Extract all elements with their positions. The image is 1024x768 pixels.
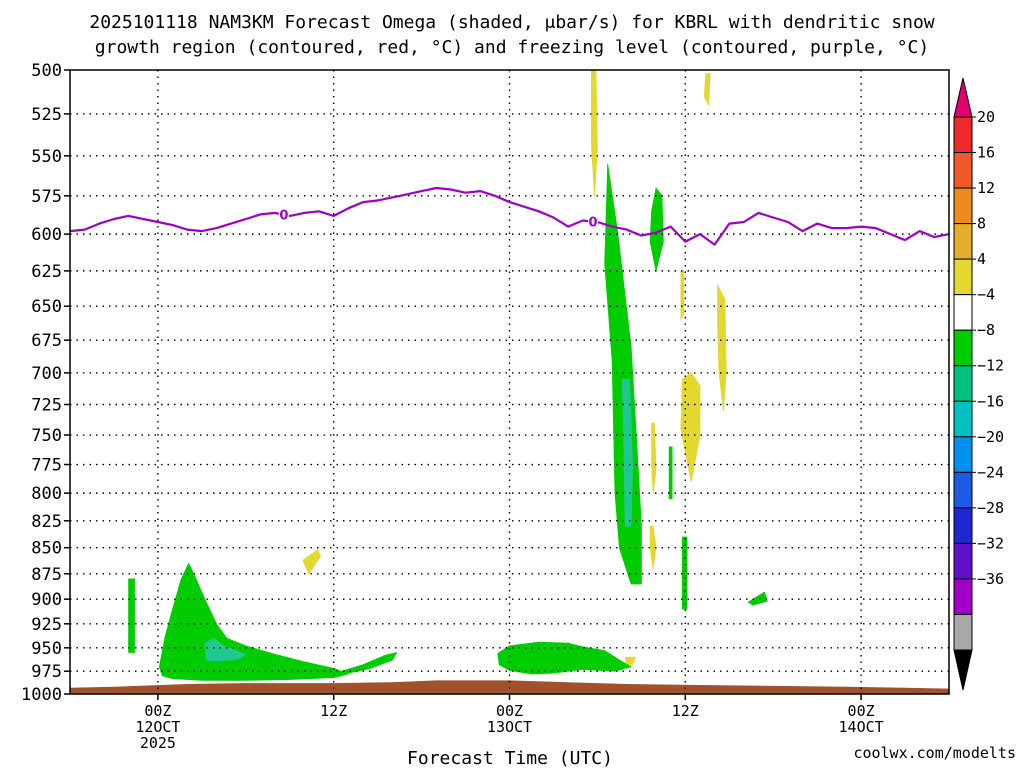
colorbar-swatch xyxy=(953,223,973,260)
freezing-level-label: 0 xyxy=(588,216,597,231)
omega-shading-layer xyxy=(128,69,768,681)
omega-region-3 xyxy=(497,641,632,675)
omega-region-6 xyxy=(668,446,673,500)
y-tick-label: 700 xyxy=(31,364,62,384)
y-tick-label: 800 xyxy=(31,484,62,504)
omega-region-17 xyxy=(649,525,657,569)
x-tick-label: 12Z xyxy=(672,702,699,720)
y-tick-label: 925 xyxy=(31,615,62,635)
y-tick-label: 975 xyxy=(31,662,62,682)
omega-region-13 xyxy=(680,270,685,321)
omega-region-10 xyxy=(621,378,633,527)
omega-region-18 xyxy=(302,549,321,575)
x-tick-label: 12OCT xyxy=(135,718,180,736)
y-tick-label: 500 xyxy=(31,61,62,81)
x-tick-label: 00Z xyxy=(496,702,523,720)
y-tick-label: 850 xyxy=(31,539,62,559)
colorbar-label: 4 xyxy=(977,250,986,268)
omega-region-8 xyxy=(747,591,768,606)
omega-region-16 xyxy=(651,422,657,494)
freezing-level-label: 0 xyxy=(279,209,288,224)
colorbar-top-arrow xyxy=(953,77,973,118)
freezing-label-bg xyxy=(588,214,599,229)
y-axis: 500 525 550 575 600 625 650 675 700 725 750 775 800 8… xyxy=(21,61,70,705)
y-tick-label: 525 xyxy=(31,105,62,125)
x-axis-label: Forecast Time (UTC) xyxy=(407,748,613,768)
colorbar: 20 16 12 8 4 −4 −8 −12 −16 −20 −24 −28 −32 −36 xyxy=(953,77,1004,691)
freezing-level-line xyxy=(69,186,950,246)
colorbar-swatch xyxy=(953,365,973,402)
colorbar-swatch xyxy=(953,471,973,509)
colorbar-bottom-arrow xyxy=(953,649,973,691)
credit-text: coolwx.com/modelts xyxy=(853,744,1016,762)
y-tick-label: 625 xyxy=(31,262,62,282)
y-tick-label: 550 xyxy=(31,147,62,167)
colorbar-label: −20 xyxy=(977,428,1004,446)
colorbar-swatch xyxy=(953,578,973,615)
chart-title-line1: 2025101118 NAM3KM Forecast Omega (shaded… xyxy=(89,12,934,33)
y-tick-label: 900 xyxy=(31,590,62,610)
y-tick-label: 750 xyxy=(31,426,62,446)
colorbar-label: 20 xyxy=(977,108,995,126)
colorbar-swatch xyxy=(953,507,973,544)
x-tick-label: 12Z xyxy=(320,702,347,720)
omega-region-12 xyxy=(703,73,711,106)
x-tick-label: 13OCT xyxy=(487,718,532,736)
freezing-label-bg xyxy=(278,207,289,222)
y-tick-label: 650 xyxy=(31,297,62,317)
x-tick-label: 00Z xyxy=(144,702,171,720)
colorbar-swatch xyxy=(953,152,973,189)
colorbar-label: −16 xyxy=(977,392,1004,410)
colorbar-swatch xyxy=(953,258,973,296)
colorbar-label: −28 xyxy=(977,499,1004,517)
colorbar-label: −32 xyxy=(977,534,1004,552)
colorbar-label: 8 xyxy=(977,215,986,233)
colorbar-label: −36 xyxy=(977,570,1004,588)
omega-region-15 xyxy=(680,372,701,483)
colorbar-swatch xyxy=(953,613,973,651)
omega-region-14 xyxy=(717,284,727,412)
colorbar-swatch xyxy=(953,294,973,331)
y-tick-label: 775 xyxy=(31,456,62,476)
terrain-layer xyxy=(70,680,949,694)
y-tick-label: 1000 xyxy=(21,685,62,705)
y-tick-label: 575 xyxy=(31,187,62,207)
colorbar-swatch xyxy=(953,436,973,473)
y-tick-label: 600 xyxy=(31,225,62,245)
terrain-shading xyxy=(70,680,949,694)
x-tick-label: 2025 xyxy=(140,734,176,752)
grid-layer xyxy=(70,70,949,694)
colorbar-label: −24 xyxy=(977,463,1004,481)
omega-region-2 xyxy=(334,652,398,674)
colorbar-swatch xyxy=(953,116,973,154)
omega-region-9 xyxy=(204,637,247,662)
omega-region-7 xyxy=(682,536,688,610)
x-tick-label: 00Z xyxy=(848,702,875,720)
colorbar-swatch xyxy=(953,187,973,225)
y-tick-label: 875 xyxy=(31,565,62,585)
colorbar-swatch xyxy=(953,329,973,367)
colorbar-label: 16 xyxy=(977,144,995,162)
colorbar-label: −12 xyxy=(977,357,1004,375)
x-tick-label: 14OCT xyxy=(839,718,884,736)
colorbar-label: −8 xyxy=(977,321,995,339)
colorbar-swatch xyxy=(953,400,973,438)
y-tick-label: 825 xyxy=(31,512,62,532)
chart-title-line2: growth region (contoured, red, °C) and f… xyxy=(95,37,929,58)
y-tick-label: 675 xyxy=(31,331,62,351)
omega-region-19 xyxy=(624,656,636,666)
colorbar-label: −4 xyxy=(977,286,995,304)
colorbar-swatch xyxy=(953,542,973,580)
colorbar-label: 12 xyxy=(977,179,995,197)
omega-region-0 xyxy=(128,578,135,653)
y-tick-label: 725 xyxy=(31,395,62,415)
y-tick-label: 950 xyxy=(31,639,62,659)
